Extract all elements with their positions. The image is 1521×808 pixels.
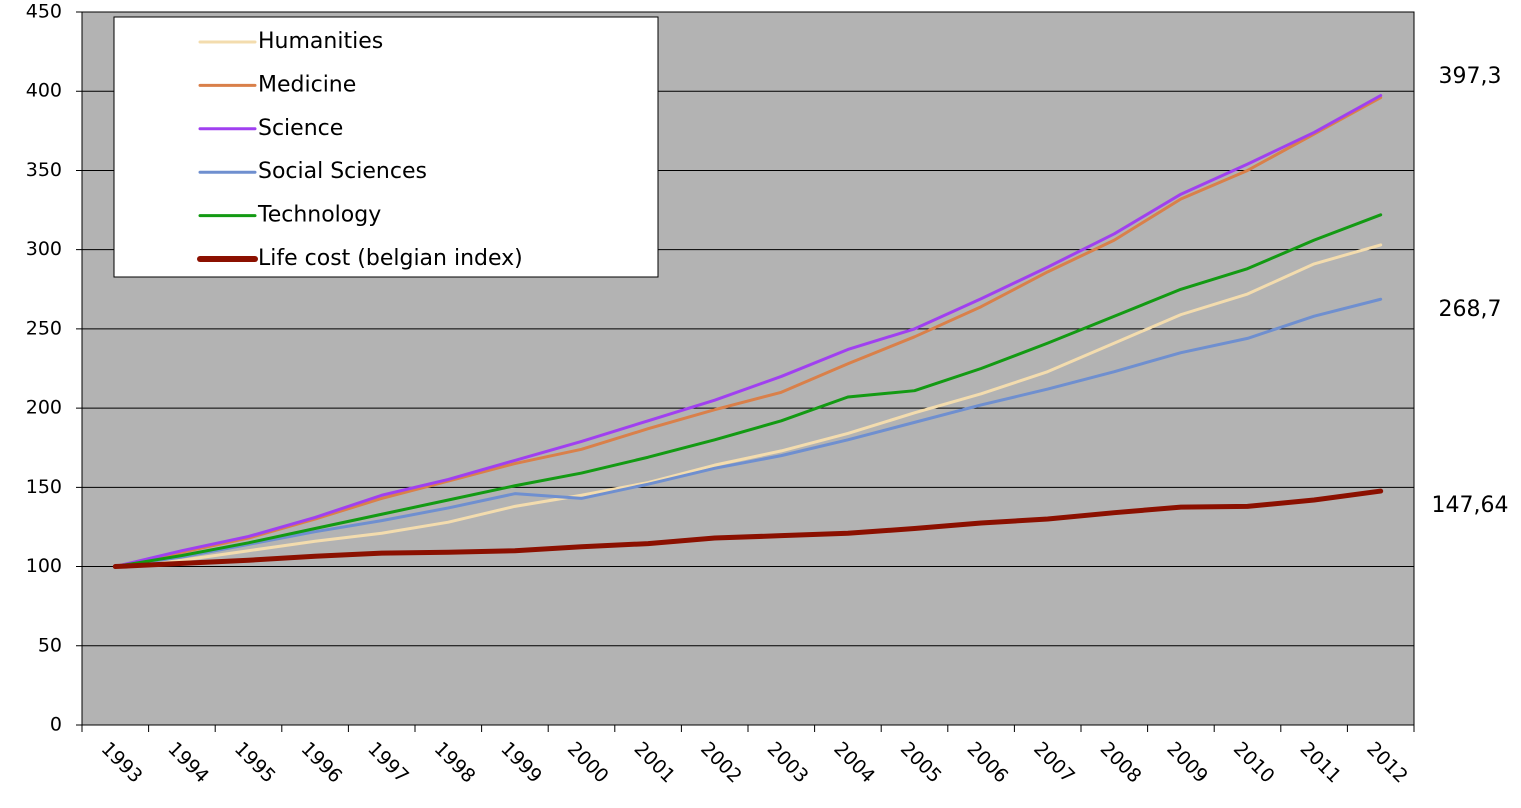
series-line — [113, 213, 1383, 569]
legend-label: Humanities — [258, 29, 383, 54]
legend-label: Social Sciences — [258, 159, 427, 184]
series-line — [113, 94, 1383, 569]
y-tick-label: 100 — [26, 555, 62, 577]
series-line — [113, 297, 1383, 569]
y-tick-label: 450 — [26, 1, 62, 23]
x-tick-label: 2004 — [829, 738, 879, 788]
y-tick-label: 350 — [26, 159, 62, 181]
annotation: 397,3 — [1439, 64, 1502, 89]
series-line — [113, 96, 1383, 569]
y-tick-label: 400 — [26, 80, 62, 102]
x-tick-label: 1997 — [363, 738, 413, 788]
x-tick-label: 2000 — [563, 738, 613, 788]
x-tick-label: 2003 — [763, 738, 813, 788]
x-tick-label: 1996 — [297, 738, 347, 788]
x-tick-label: 2012 — [1362, 738, 1412, 788]
x-tick-label: 2011 — [1296, 738, 1346, 788]
y-tick-label: 0 — [50, 714, 62, 736]
x-tick-label: 2002 — [696, 738, 746, 788]
x-tick-label: 1993 — [97, 738, 147, 788]
y-tick-label: 300 — [26, 238, 62, 260]
legend-label: Medicine — [258, 72, 356, 97]
legend-label: Technology — [257, 203, 381, 228]
x-tick-label: 2009 — [1162, 738, 1212, 788]
legend-label: Life cost (belgian index) — [258, 246, 523, 271]
x-tick-label: 2007 — [1029, 738, 1079, 788]
series-line — [112, 488, 1384, 570]
x-tick-label: 2010 — [1229, 738, 1279, 788]
x-tick-label: 2001 — [630, 738, 680, 788]
x-tick-label: 1998 — [430, 738, 480, 788]
y-tick-label: 200 — [26, 397, 62, 419]
x-tick-label: 2006 — [963, 738, 1013, 788]
y-tick-label: 50 — [38, 634, 62, 656]
x-tick-label: 2005 — [896, 738, 946, 788]
x-tick-label: 1994 — [163, 738, 213, 788]
legend-box — [113, 16, 659, 278]
x-tick-label: 1999 — [496, 738, 546, 788]
x-tick-label: 1995 — [230, 738, 280, 788]
y-tick-label: 150 — [26, 476, 62, 498]
legend-label: Science — [258, 116, 343, 141]
series-line — [113, 243, 1383, 569]
y-tick-label: 250 — [26, 317, 62, 339]
x-tick-label: 2008 — [1096, 738, 1146, 788]
annotation: 268,7 — [1439, 297, 1502, 322]
annotation: 147,64 — [1432, 493, 1509, 518]
